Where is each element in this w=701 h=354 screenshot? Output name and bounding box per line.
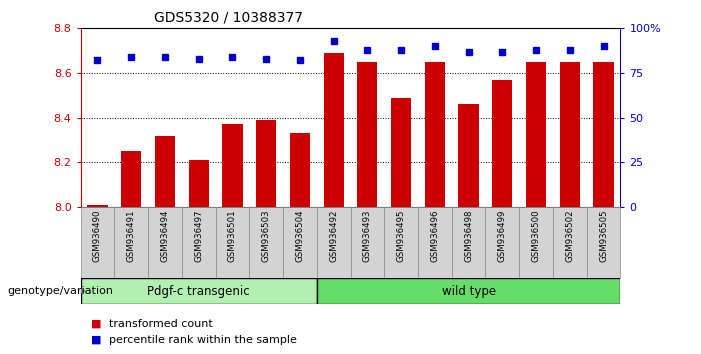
Text: GDS5320 / 10388377: GDS5320 / 10388377 — [154, 11, 304, 25]
Text: genotype/variation: genotype/variation — [7, 286, 113, 296]
Bar — [216, 207, 250, 278]
Bar — [451, 207, 485, 278]
Text: transformed count: transformed count — [109, 319, 212, 329]
Bar — [256, 120, 276, 207]
Bar — [485, 207, 519, 278]
Bar — [81, 207, 114, 278]
Bar — [148, 207, 182, 278]
Text: GSM936496: GSM936496 — [430, 209, 440, 262]
Text: ■: ■ — [91, 335, 102, 345]
Bar — [317, 207, 350, 278]
Bar — [492, 80, 512, 207]
Text: GSM936493: GSM936493 — [363, 209, 372, 262]
Text: GSM936492: GSM936492 — [329, 209, 338, 262]
Bar — [587, 207, 620, 278]
Text: GSM936497: GSM936497 — [194, 209, 203, 262]
Bar — [283, 207, 317, 278]
Bar — [155, 136, 175, 207]
Text: GSM936503: GSM936503 — [261, 209, 271, 262]
Text: GSM936490: GSM936490 — [93, 209, 102, 262]
Bar — [182, 207, 216, 278]
Bar — [391, 98, 411, 207]
Bar — [350, 207, 384, 278]
Bar — [358, 62, 378, 207]
Bar — [317, 278, 620, 304]
Text: GSM936498: GSM936498 — [464, 209, 473, 262]
Text: percentile rank within the sample: percentile rank within the sample — [109, 335, 297, 345]
Bar — [114, 207, 148, 278]
Text: Pdgf-c transgenic: Pdgf-c transgenic — [147, 285, 250, 298]
Text: GSM936500: GSM936500 — [531, 209, 540, 262]
Bar — [250, 207, 283, 278]
Bar — [418, 207, 451, 278]
Bar — [324, 53, 343, 207]
Bar — [553, 207, 587, 278]
Bar — [458, 104, 479, 207]
Bar — [222, 124, 243, 207]
Text: GSM936502: GSM936502 — [565, 209, 574, 262]
Text: GSM936504: GSM936504 — [295, 209, 304, 262]
Text: GSM936495: GSM936495 — [397, 209, 406, 262]
Bar — [290, 133, 310, 207]
Bar — [88, 205, 108, 207]
Text: GSM936501: GSM936501 — [228, 209, 237, 262]
Text: GSM936505: GSM936505 — [599, 209, 608, 262]
Bar — [593, 62, 613, 207]
Text: ■: ■ — [91, 319, 102, 329]
Bar — [526, 62, 546, 207]
Text: GSM936491: GSM936491 — [127, 209, 136, 262]
Bar — [425, 62, 445, 207]
Text: GSM936499: GSM936499 — [498, 209, 507, 262]
Bar — [519, 207, 553, 278]
Bar — [81, 278, 317, 304]
Text: GSM936494: GSM936494 — [161, 209, 170, 262]
Bar — [559, 62, 580, 207]
Bar — [384, 207, 418, 278]
Text: wild type: wild type — [442, 285, 496, 298]
Bar — [189, 160, 209, 207]
Bar — [121, 151, 142, 207]
